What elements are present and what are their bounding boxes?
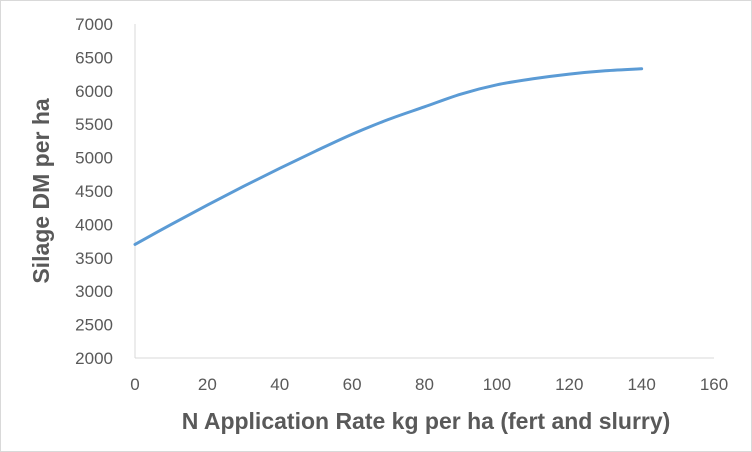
y-tick-label: 4500: [75, 182, 113, 201]
x-tick-label: 100: [483, 375, 511, 394]
y-tick-label: 5000: [75, 149, 113, 168]
x-tick-label: 140: [627, 375, 655, 394]
x-tick-label: 80: [415, 375, 434, 394]
x-tick-label: 60: [343, 375, 362, 394]
y-tick-label: 3000: [75, 282, 113, 301]
x-tick-label: 160: [700, 375, 728, 394]
series-layer: [133, 67, 644, 246]
y-axis-title: Silage DM per ha: [28, 98, 54, 284]
x-tick-label: 120: [555, 375, 583, 394]
y-axis-ticks: 2000 2500 3000 3500 4000 4500 5000 5500 6000 6500…: [75, 15, 113, 368]
y-tick-label: 2000: [75, 349, 113, 368]
y-tick-label: 3500: [75, 249, 113, 268]
x-axis-title: N Application Rate kg per ha (fert and s…: [182, 408, 671, 434]
series-line: [133, 67, 644, 246]
y-tick-label: 6000: [75, 82, 113, 101]
y-tick-label: 6500: [75, 48, 113, 67]
x-tick-label: 40: [270, 375, 289, 394]
y-tick-label: 2500: [75, 316, 113, 335]
x-tick-label: 20: [198, 375, 217, 394]
y-tick-label: 4000: [75, 215, 113, 234]
y-tick-label: 7000: [75, 15, 113, 34]
x-axis-ticks: 0 20 40 60 80 100 120 140 160: [130, 375, 728, 394]
y-tick-label: 5500: [75, 115, 113, 134]
x-tick-label: 0: [130, 375, 139, 394]
